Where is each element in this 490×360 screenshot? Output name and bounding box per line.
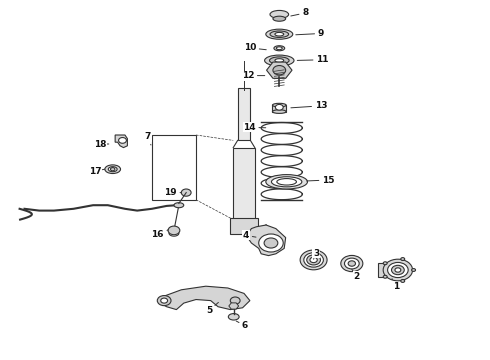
Circle shape <box>119 138 126 143</box>
Ellipse shape <box>307 255 320 265</box>
Ellipse shape <box>272 103 286 107</box>
Ellipse shape <box>275 32 284 36</box>
Circle shape <box>401 258 405 261</box>
Circle shape <box>181 189 191 196</box>
Text: 12: 12 <box>242 71 265 80</box>
Ellipse shape <box>105 165 121 174</box>
Polygon shape <box>115 135 127 148</box>
Ellipse shape <box>304 253 323 267</box>
Circle shape <box>383 262 387 265</box>
Polygon shape <box>159 286 250 310</box>
Text: 11: 11 <box>297 55 329 64</box>
Text: 1: 1 <box>392 279 399 292</box>
Ellipse shape <box>270 57 289 64</box>
Text: 4: 4 <box>243 231 256 240</box>
Ellipse shape <box>392 265 404 275</box>
Ellipse shape <box>157 296 171 306</box>
Circle shape <box>275 104 283 110</box>
Ellipse shape <box>310 257 318 263</box>
Circle shape <box>273 66 286 75</box>
Text: 13: 13 <box>291 102 327 111</box>
Ellipse shape <box>277 179 296 185</box>
Circle shape <box>259 234 283 252</box>
Text: 2: 2 <box>352 269 360 281</box>
Ellipse shape <box>228 314 239 320</box>
Text: 10: 10 <box>244 44 266 53</box>
Ellipse shape <box>300 250 327 270</box>
Circle shape <box>264 238 278 248</box>
Ellipse shape <box>395 268 401 272</box>
Text: 7: 7 <box>145 132 151 145</box>
Ellipse shape <box>230 297 240 304</box>
Text: 18: 18 <box>94 140 109 149</box>
Ellipse shape <box>161 298 168 303</box>
Ellipse shape <box>174 203 184 208</box>
Circle shape <box>401 279 405 282</box>
Ellipse shape <box>341 256 363 271</box>
Circle shape <box>168 226 180 235</box>
Text: 17: 17 <box>89 166 105 176</box>
Ellipse shape <box>266 175 308 189</box>
Text: 16: 16 <box>151 230 169 239</box>
Bar <box>233 148 255 220</box>
Text: 5: 5 <box>206 302 219 315</box>
Text: 9: 9 <box>296 29 324 38</box>
Circle shape <box>412 269 416 271</box>
Ellipse shape <box>348 261 356 266</box>
Ellipse shape <box>388 262 408 278</box>
Bar <box>230 218 258 234</box>
Circle shape <box>383 275 387 278</box>
Ellipse shape <box>344 258 359 269</box>
Ellipse shape <box>108 167 117 172</box>
Ellipse shape <box>274 46 285 51</box>
Ellipse shape <box>270 31 289 37</box>
Bar <box>238 88 250 140</box>
Ellipse shape <box>270 10 289 18</box>
Ellipse shape <box>275 59 284 62</box>
Ellipse shape <box>111 168 115 171</box>
Text: 3: 3 <box>313 249 319 259</box>
Ellipse shape <box>383 259 413 281</box>
Text: 19: 19 <box>164 188 181 197</box>
Text: 6: 6 <box>236 321 248 330</box>
Ellipse shape <box>271 177 302 187</box>
Bar <box>378 263 393 277</box>
Ellipse shape <box>265 55 294 66</box>
Ellipse shape <box>273 16 286 21</box>
Ellipse shape <box>276 47 282 50</box>
Text: 14: 14 <box>243 123 266 132</box>
Polygon shape <box>246 225 286 256</box>
Bar <box>152 135 196 200</box>
Bar <box>272 105 286 112</box>
Text: 8: 8 <box>291 9 308 18</box>
Ellipse shape <box>272 110 286 113</box>
Ellipse shape <box>266 29 293 39</box>
Text: 15: 15 <box>307 176 335 185</box>
